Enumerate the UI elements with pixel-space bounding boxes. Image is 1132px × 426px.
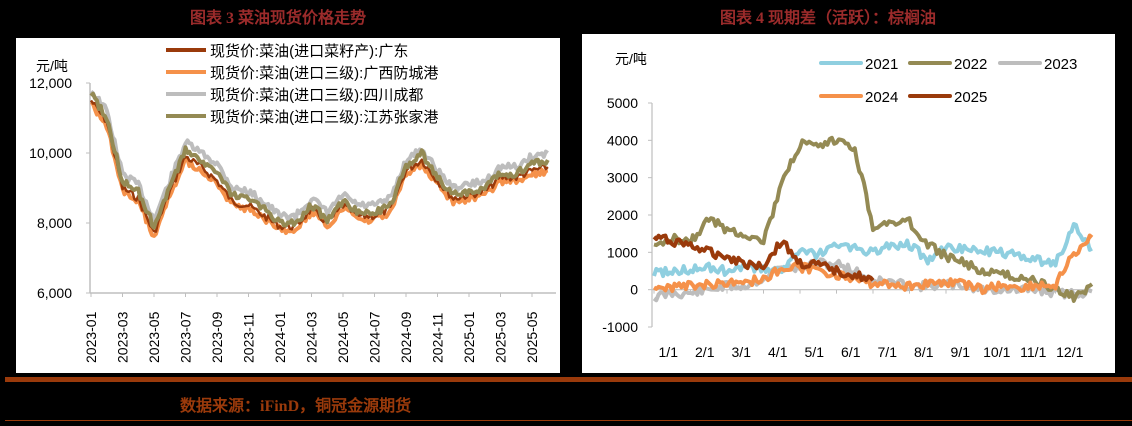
x-tick-label: 9/1 bbox=[951, 344, 971, 360]
x-tick-label: 11/1 bbox=[1020, 344, 1046, 360]
series-2024-line bbox=[652, 233, 1094, 296]
legend-label: 2022 bbox=[954, 56, 987, 73]
y-tick-label: 4000 bbox=[607, 132, 638, 148]
x-tick-label: 2/1 bbox=[695, 344, 715, 360]
legend-label: 现货价:菜油(进口三级):江苏张家港 bbox=[210, 109, 438, 126]
footer-divider-thick bbox=[5, 377, 1132, 382]
x-tick-label: 12/1 bbox=[1056, 344, 1083, 360]
data-source-note: 数据来源：iFinD，铜冠金源期货 bbox=[180, 398, 412, 415]
x-tick-label: 4/1 bbox=[768, 344, 788, 360]
x-tick-label: 2023-07 bbox=[178, 311, 194, 363]
x-tick-label: 2024-09 bbox=[398, 311, 414, 363]
x-tick-label: 10/1 bbox=[983, 344, 1010, 360]
left-chart-panel: 12,000 10,000 8,000 6,000 元/吨 2023-01 2023-03 2… bbox=[16, 38, 560, 373]
series-2021-line bbox=[652, 222, 1093, 279]
y-tick-label: 2000 bbox=[607, 207, 638, 223]
legend-label: 现货价:菜油(进口三级):广西防城港 bbox=[210, 65, 438, 82]
x-tick-label: 6/1 bbox=[841, 344, 861, 360]
x-tick-label: 8/1 bbox=[914, 344, 934, 360]
right-chart-panel: 5000 4000 3000 2000 1000 0 -1000 元/吨 1/1 2/1 3/1 4/… bbox=[582, 34, 1115, 373]
legend-label: 2021 bbox=[865, 56, 898, 73]
y-tick-label: 8,000 bbox=[37, 215, 72, 231]
right-figure-title: 图表 4 现期差（活跃）：棕榈油 bbox=[720, 10, 937, 27]
legend-label: 2023 bbox=[1044, 56, 1077, 73]
legend-label: 现货价:菜油(进口三级):四川成都 bbox=[210, 87, 423, 104]
x-tick-label: 2024-07 bbox=[367, 311, 383, 363]
legend-label: 现货价:菜油(进口菜籽产):广东 bbox=[210, 43, 408, 60]
legend-label: 2025 bbox=[954, 89, 987, 106]
y-axis-unit: 元/吨 bbox=[615, 51, 647, 67]
x-tick-label: 7/1 bbox=[878, 344, 898, 360]
series-2025-line bbox=[652, 233, 875, 283]
x-tick-label: 2023-01 bbox=[83, 311, 99, 363]
left-figure-title: 图表 3 菜油现货价格走势 bbox=[190, 10, 367, 27]
y-tick-label: 6,000 bbox=[37, 285, 72, 301]
series-zhangjiagang-line bbox=[89, 91, 550, 230]
footer-divider-thin bbox=[5, 420, 1132, 421]
y-tick-label: 0 bbox=[630, 282, 638, 298]
x-tick-label: 2025-03 bbox=[493, 311, 509, 363]
y-axis-unit: 元/吨 bbox=[36, 58, 68, 74]
y-tick-label: 1000 bbox=[607, 244, 638, 260]
x-tick-label: 3/1 bbox=[732, 344, 752, 360]
series-2022-line bbox=[653, 135, 1094, 303]
x-tick-label: 2023-11 bbox=[241, 312, 257, 363]
x-tick-label: 2025-01 bbox=[461, 311, 477, 363]
x-tick-label: 5/1 bbox=[805, 344, 825, 360]
x-tick-label: 1/1 bbox=[659, 344, 679, 360]
y-tick-label: -1000 bbox=[602, 319, 638, 335]
x-tick-label: 2025-05 bbox=[524, 311, 540, 363]
legend-label: 2024 bbox=[865, 89, 898, 106]
x-tick-label: 2024-01 bbox=[272, 311, 288, 363]
x-tick-label: 2024-05 bbox=[335, 311, 351, 363]
y-tick-label: 5000 bbox=[607, 95, 638, 111]
x-tick-label: 2023-03 bbox=[115, 311, 131, 363]
x-tick-label: 2023-05 bbox=[146, 311, 162, 363]
x-tick-label: 2024-11 bbox=[430, 312, 446, 363]
palm-oil-basis-chart: 5000 4000 3000 2000 1000 0 -1000 元/吨 1/1 2/1 3/1 4/… bbox=[602, 51, 1094, 360]
y-tick-label: 12,000 bbox=[29, 75, 72, 91]
y-tick-label: 3000 bbox=[607, 170, 638, 186]
x-tick-label: 2024-03 bbox=[304, 311, 320, 363]
x-tick-label: 2023-09 bbox=[209, 311, 225, 363]
y-tick-label: 10,000 bbox=[29, 145, 72, 161]
rapeseed-oil-price-chart: 12,000 10,000 8,000 6,000 元/吨 2023-01 2023-03 2… bbox=[29, 43, 556, 363]
